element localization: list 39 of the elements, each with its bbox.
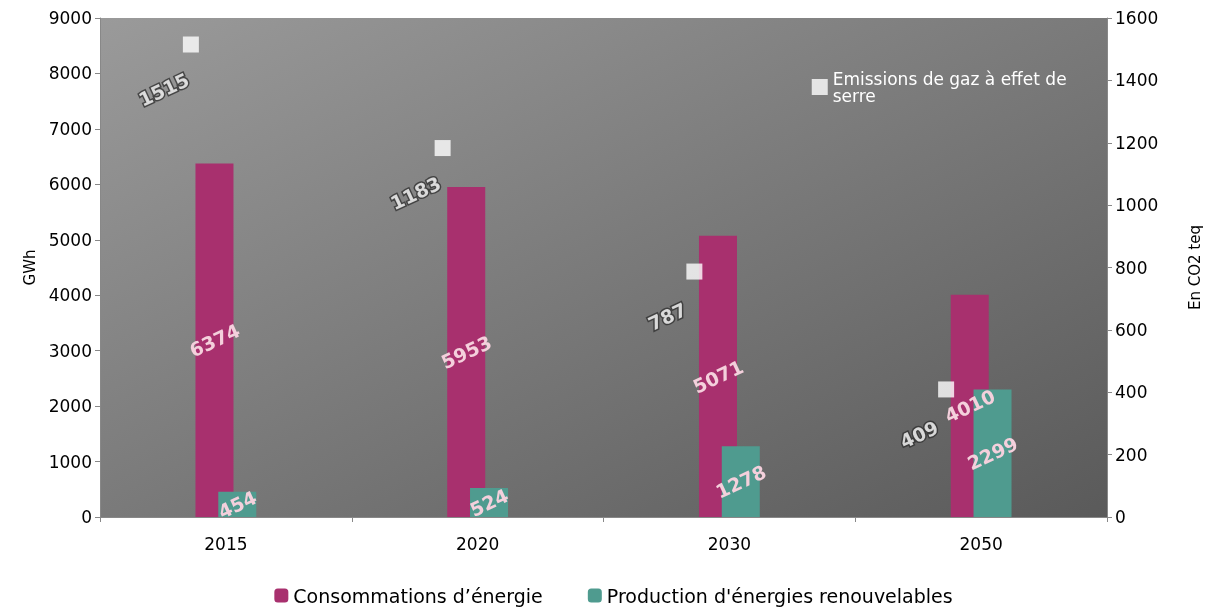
x-tick-label: 2050 — [959, 533, 1003, 554]
y-axis-title: GWh — [21, 249, 40, 286]
y2-tick-label: 1600 — [1115, 8, 1159, 28]
data-label: 4010 — [941, 384, 999, 427]
y-tick-label: 7000 — [48, 118, 92, 139]
y-tick-label: 9000 — [48, 8, 92, 28]
y2-tick-label: 400 — [1115, 382, 1148, 403]
y-tick-label: 6000 — [48, 174, 92, 195]
y-tick-label: 2000 — [48, 396, 92, 417]
y2-tick-label: 800 — [1115, 257, 1148, 278]
y2-tick-label: 1000 — [1115, 195, 1159, 216]
legend-label: Production d'énergies renouvelables — [606, 584, 953, 607]
data-label: 454 — [214, 486, 260, 523]
y2-axis-title: En CO2 teq — [1185, 225, 1204, 310]
data-label: 409 — [896, 416, 942, 453]
data-label: 787 — [644, 298, 690, 335]
legend-label: Emissions de gaz à effet de serre — [832, 68, 1072, 106]
data-label: 2299 — [963, 432, 1022, 475]
y-tick-label: 3000 — [48, 340, 92, 361]
x-tick-label: 2015 — [204, 533, 248, 554]
point — [182, 36, 199, 53]
data-label: 6374 — [185, 319, 244, 362]
y-tick-label: 8000 — [48, 63, 92, 84]
data-label: 5071 — [689, 355, 747, 398]
y2-tick-label: 1400 — [1115, 70, 1159, 91]
legend-label: Consommations d’énergie — [293, 584, 543, 607]
y2-tick-label: 1200 — [1115, 132, 1159, 153]
y2-tick-label: 600 — [1115, 319, 1148, 340]
point — [434, 140, 451, 157]
y-tick-label: 5000 — [48, 229, 92, 250]
data-label: 524 — [466, 484, 512, 521]
y2-tick-label: 200 — [1115, 444, 1148, 465]
y2-tick-label: 0 — [1115, 507, 1126, 527]
y-tick-label: 1000 — [48, 451, 92, 472]
point — [686, 263, 703, 280]
y-tick-label: 4000 — [48, 285, 92, 306]
x-tick-label: 2030 — [707, 533, 752, 554]
x-tick-label: 2020 — [455, 533, 500, 554]
y-tick-label: 0 — [81, 507, 92, 527]
